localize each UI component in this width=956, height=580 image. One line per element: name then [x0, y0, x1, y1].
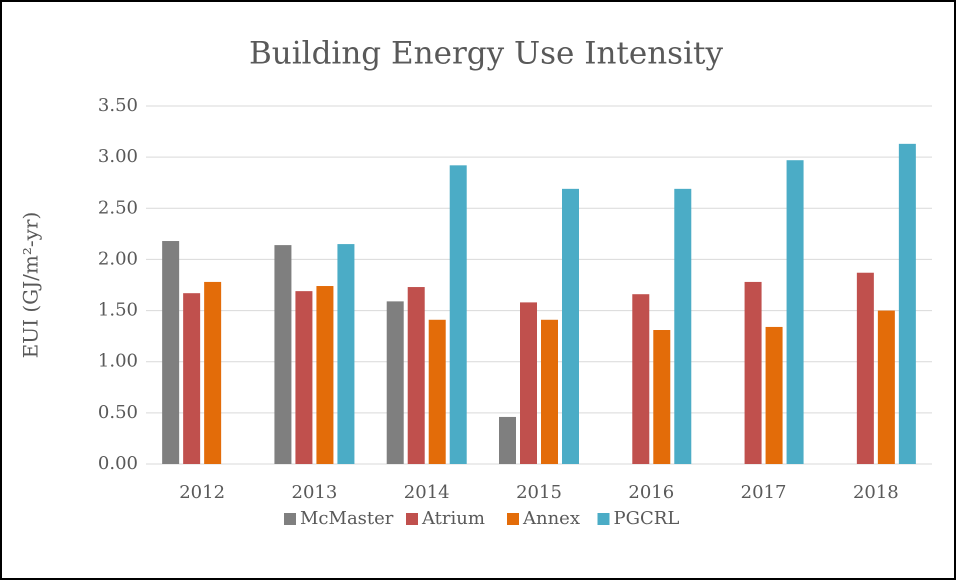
bar — [898, 143, 916, 465]
legend-swatch — [597, 513, 610, 525]
y-tick-label: 2.50 — [98, 197, 138, 218]
bar — [499, 416, 516, 464]
y-axis-label: EUI (GJ/m²-yr) — [19, 212, 43, 359]
legend-label: Atrium — [421, 508, 485, 529]
legend-label: Annex — [522, 508, 580, 529]
bar — [386, 301, 404, 464]
legend-swatch — [406, 513, 418, 525]
bar — [877, 310, 895, 464]
bar — [541, 319, 558, 464]
bar — [407, 287, 425, 464]
legend-label: PGCRL — [614, 508, 680, 529]
chart-title: Building Energy Use Intensity — [249, 36, 723, 72]
y-tick-label: 0.50 — [98, 402, 138, 423]
bar — [653, 330, 671, 464]
x-tick-label: 2017 — [741, 482, 787, 503]
legend-label: McMaster — [300, 508, 394, 529]
y-tick-label: 1.00 — [98, 351, 138, 372]
bar — [856, 272, 874, 464]
bar — [674, 188, 692, 464]
bar — [337, 244, 355, 464]
bar — [765, 326, 783, 464]
bar — [562, 188, 579, 464]
x-tick-label: 2015 — [516, 482, 562, 503]
x-tick-label: 2013 — [292, 482, 338, 503]
y-tick-label: 2.00 — [98, 248, 138, 269]
bar — [428, 319, 446, 464]
bar — [520, 302, 537, 464]
x-tick-label: 2014 — [404, 482, 450, 503]
y-tick-label: 1.50 — [98, 300, 138, 321]
y-tick-label: 3.50 — [98, 95, 138, 116]
bar — [274, 245, 292, 464]
x-tick-label: 2012 — [179, 482, 225, 503]
bar — [744, 281, 762, 464]
bar — [295, 291, 313, 464]
bar — [786, 160, 804, 464]
x-tick-label: 2018 — [853, 482, 899, 503]
y-tick-label: 3.00 — [98, 146, 138, 167]
bar — [316, 286, 334, 464]
bar — [183, 293, 201, 464]
bar — [449, 165, 467, 464]
x-tick-label: 2016 — [628, 482, 674, 503]
bar — [632, 294, 650, 464]
legend-swatch — [507, 513, 519, 525]
y-tick-label: 0.00 — [98, 453, 138, 474]
bar — [162, 241, 180, 464]
bar — [204, 281, 222, 464]
legend-swatch — [284, 513, 296, 525]
